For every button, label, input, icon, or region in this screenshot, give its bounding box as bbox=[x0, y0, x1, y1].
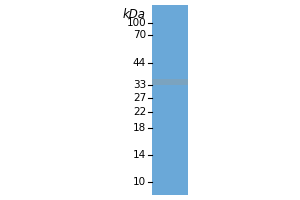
Text: 22: 22 bbox=[133, 107, 146, 117]
Text: 44: 44 bbox=[133, 58, 146, 68]
Bar bbox=[152, 79, 188, 85]
Text: 18: 18 bbox=[133, 123, 146, 133]
Text: 33: 33 bbox=[133, 80, 146, 90]
Text: 14: 14 bbox=[133, 150, 146, 160]
Text: 27: 27 bbox=[133, 93, 146, 103]
Text: 10: 10 bbox=[133, 177, 146, 187]
Text: 70: 70 bbox=[133, 30, 146, 40]
Text: 100: 100 bbox=[126, 18, 146, 28]
Bar bbox=[152, 5, 188, 195]
Text: kDa: kDa bbox=[123, 8, 146, 21]
